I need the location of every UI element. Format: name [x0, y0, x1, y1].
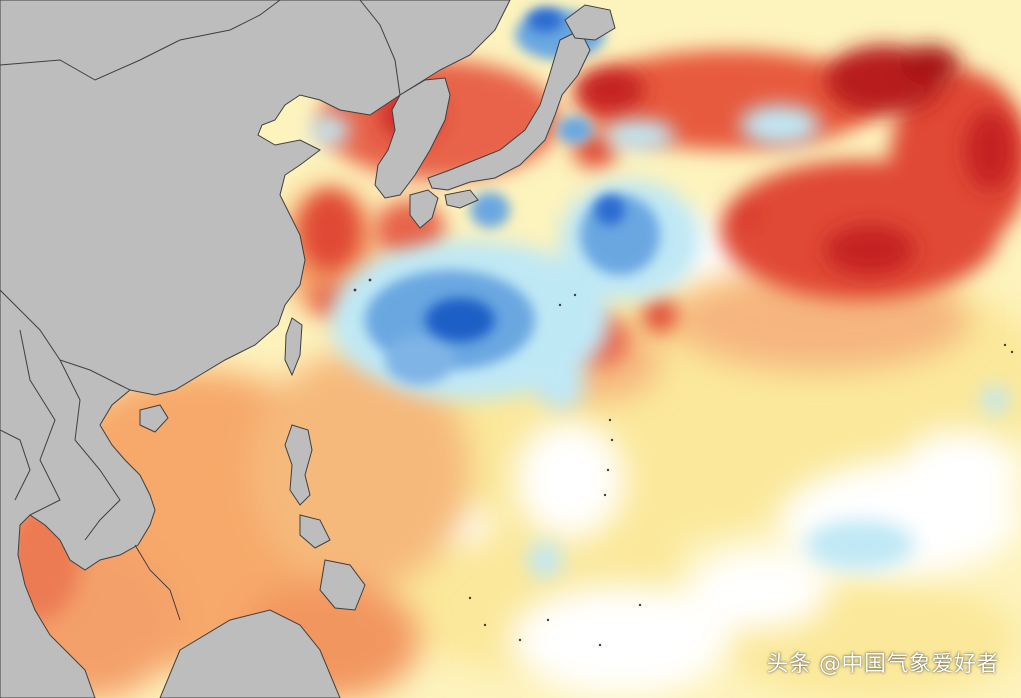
- land-hainan: [139, 404, 169, 433]
- country-borders: [0, 0, 401, 621]
- land-philippines-visayas: [299, 514, 331, 549]
- neutral-patches: [425, 220, 1020, 695]
- cool-strong-patches: [425, 8, 625, 342]
- land-mainland-asia: [0, 0, 511, 698]
- land-korean-peninsula: [374, 77, 451, 199]
- land-japan-kyushu: [409, 189, 439, 229]
- land-japan-shikoku: [444, 189, 479, 209]
- land-japan-honshu: [427, 29, 591, 191]
- land-philippines-luzon: [284, 424, 313, 506]
- land-masses: [0, 0, 616, 698]
- land-borneo: [159, 609, 341, 698]
- land-philippines-mindanao: [319, 559, 366, 611]
- watermark: 头条 @中国气象爱好者: [766, 652, 999, 677]
- land-taiwan: [284, 317, 303, 377]
- land-japan-hokkaido: [564, 4, 616, 41]
- island-chains: [353, 278, 1014, 647]
